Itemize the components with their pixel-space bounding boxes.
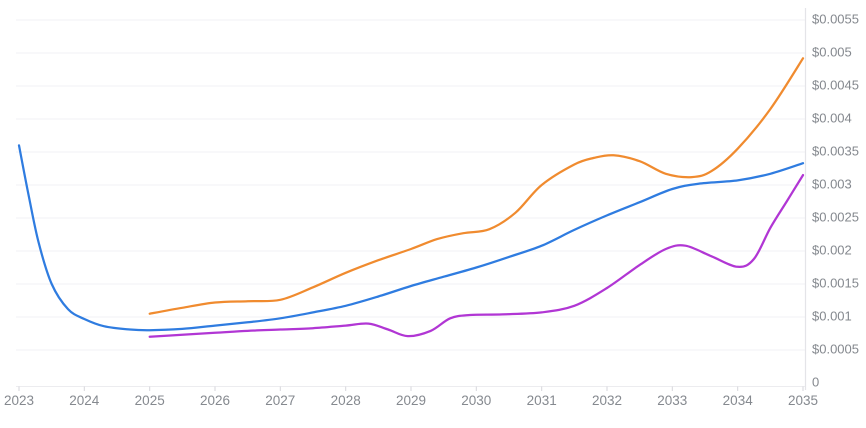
y-axis-label: $0.001 — [812, 308, 852, 323]
x-axis-label: 2026 — [200, 393, 230, 408]
y-axis-label: $0.0045 — [812, 77, 859, 92]
y-axis-label: $0.0025 — [812, 209, 859, 224]
x-axis-label: 2033 — [657, 393, 687, 408]
x-axis-label: 2024 — [69, 393, 100, 408]
series-purple-line — [148, 173, 805, 338]
x-axis-label: 2031 — [527, 393, 557, 408]
y-axis-label: $0.0015 — [812, 275, 859, 290]
series-blue-line — [17, 144, 805, 332]
x-axis-label: 2029 — [396, 393, 426, 408]
x-axis-label: 2028 — [331, 393, 361, 408]
x-axis-label: 2032 — [592, 393, 622, 408]
y-axis-label: $0.0005 — [812, 341, 859, 356]
x-axis-label: 2025 — [135, 393, 165, 408]
y-axis-label: $0.003 — [812, 176, 852, 191]
x-axis-label: 2023 — [4, 393, 34, 408]
x-axis-label: 2027 — [265, 393, 295, 408]
y-axis-label: $0.005 — [812, 44, 852, 59]
series-orange-line — [148, 57, 805, 315]
x-axis-label: 2030 — [461, 393, 491, 408]
y-axis-label: 0 — [812, 374, 819, 389]
y-axis-label: $0.002 — [812, 242, 852, 257]
x-axis-label: 2034 — [723, 393, 754, 408]
y-axis-label: $0.0035 — [812, 143, 859, 158]
y-axis-label: $0.004 — [812, 110, 852, 125]
x-axis-label: 2035 — [788, 393, 818, 408]
y-axis-label: $0.0055 — [812, 11, 859, 26]
